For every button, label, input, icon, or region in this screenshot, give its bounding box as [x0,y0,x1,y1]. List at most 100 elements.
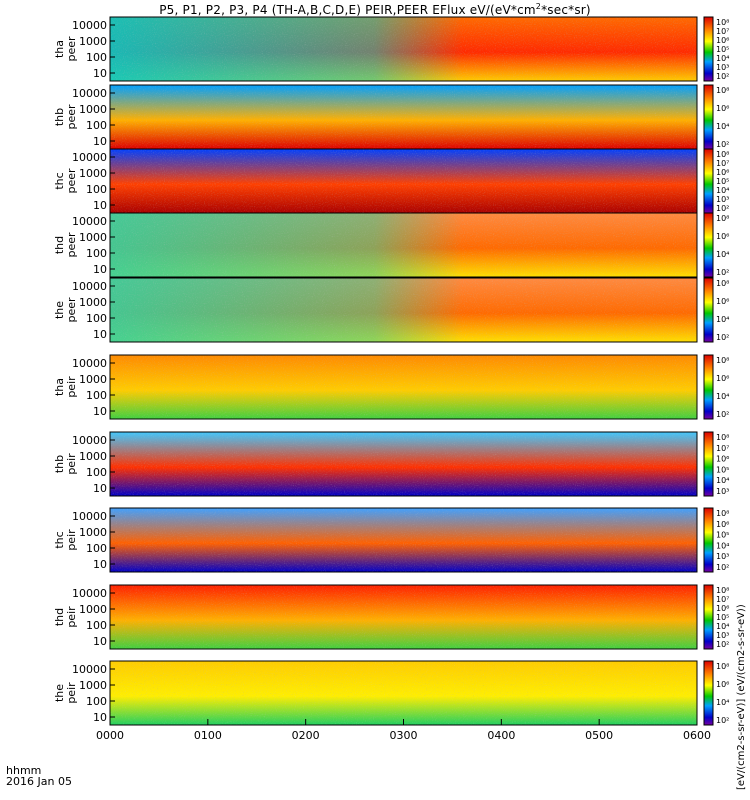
colorbar [703,507,714,573]
y-tick-label: 10 [93,635,107,648]
panel-label-top: thd [53,236,66,254]
panel-label-bottom: peer [65,168,78,194]
colorbar-tick-label: 10⁵ [716,531,729,540]
colorbar-tick-label: 10⁶ [716,520,729,529]
colorbar-tick-label: 10⁶ [716,104,729,113]
colorbar-tick-label: 10² [716,563,729,572]
panel-label-top: thc [53,531,66,548]
panel-label-bottom: peir [65,529,78,551]
x-axis: 0000 0100 0200 0300 0400 0500 0600 [96,719,711,742]
y-tick-label: 1000 [79,679,107,692]
panel-tha-peir: 10000 1000 100 10 tha peir 10⁸ 10⁶ 10⁴ 10² [53,354,729,420]
colorbar-tick-label: 10⁸ [716,150,729,159]
colorbar-tick-label: 10⁴ [716,250,729,259]
panel-label-top: thc [53,172,66,189]
spectrogram-noise [110,213,697,277]
panel-thd-peir: 10000 1000 100 10 thd peir 10⁸10⁷10⁶10⁵10⁴10³1… [53,584,729,650]
colorbar-tick-label: 10² [716,204,729,213]
y-tick-label: 100 [86,466,107,479]
y-tick-label: 10000 [72,19,107,32]
colorbar-tick-label: 10² [716,140,729,149]
panel-thb-peer: 10000 1000 100 10 thb peer 10⁸ 10⁶ 10⁴ 10² [53,84,729,150]
panel-frame [109,212,698,278]
panel-label-bottom: peir [65,606,78,628]
x-axis-label-hhmm: hhmm [6,764,41,777]
colorbar-tick-label: 10³ [716,631,729,640]
x-tick-label: 0200 [292,729,320,742]
colorbar-tick-label: 10⁴ [716,186,729,195]
colorbar-tick-label: 10⁴ [716,622,729,631]
spectrogram-noise [110,17,697,81]
colorbar-tick-label: 10⁷ [716,595,729,604]
colorbar [703,660,714,726]
x-tick-label: 0100 [194,729,222,742]
y-tick-label: 10000 [72,434,107,447]
panel-the-peir: 10000 1000 100 10 the peir 10⁸ 10⁶ 10⁴ 10² [53,660,729,726]
colorbar-tick-label: 10⁸ [716,18,729,27]
colorbar-tick-label: 10⁴ [716,392,729,401]
spectrogram-noise [110,149,697,213]
panel-the-peer: 10000 1000 100 10 the peer 10⁸ 10⁶ 10⁴ 10² [53,277,729,343]
y-tick-label: 100 [86,695,107,708]
spectrogram-noise [110,355,697,419]
y-tick-label: 100 [86,619,107,632]
panel-label-top: the [53,684,66,702]
y-tick-label: 100 [86,389,107,402]
y-tick-label: 100 [86,542,107,555]
colorbar-tick-label: 10⁸ [716,433,729,442]
colorbar [703,84,714,150]
panel-label-bottom: peir [65,682,78,704]
colorbar-tick-label: 10⁶ [716,680,729,689]
spectrogram-noise [110,661,697,725]
panel-label-top: thb [53,108,66,126]
y-tick-label: 10 [93,135,107,148]
panel-label-bottom: peer [65,232,78,258]
chart-title: P5, P1, P2, P3, P4 (TH-A,B,C,D,E) PEIR,P… [0,2,750,17]
colorbar-label: [eV/(cm2-s-sr-eV)] (eV/(cm2-s-sr-eV)) [736,604,747,790]
y-tick-label: 10 [93,67,107,80]
colorbar-tick-label: 10⁸ [716,586,729,595]
colorbar-tick-label: 10⁵ [716,613,729,622]
colorbar-tick-label: 10⁸ [716,86,729,95]
colorbar-tick-label: 10⁶ [716,374,729,383]
x-tick-label: 0600 [683,729,711,742]
colorbar [703,16,714,82]
colorbar-tick-label: 10⁶ [716,232,729,241]
panel-thc-peer: 10000 1000 100 10 thc peer 10⁸10⁷10⁶10⁵10⁴10³1… [53,148,729,214]
y-tick-label: 100 [86,51,107,64]
x-tick-label: 0300 [390,729,418,742]
colorbar-tick-label: 10³ [716,63,729,72]
x-tick-label: 0500 [585,729,613,742]
colorbar-tick-label: 10⁵ [716,45,729,54]
y-tick-label: 1000 [79,296,107,309]
colorbar-tick-label: 10² [716,72,729,81]
y-tick-label: 10000 [72,587,107,600]
y-tick-label: 10000 [72,357,107,370]
y-tick-label: 10 [93,558,107,571]
colorbar [703,212,714,278]
colorbar-tick-label: 10⁴ [716,54,729,63]
y-tick-label: 1000 [79,167,107,180]
colorbar-tick-label: 10² [716,268,729,277]
spectrogram-noise [110,432,697,496]
panel-label-top: thb [53,455,66,473]
y-tick-label: 10 [93,482,107,495]
colorbar-tick-label: 10⁶ [716,168,729,177]
panel-frame [109,16,698,82]
y-tick-label: 10 [93,711,107,724]
colorbar-tick-label: 10⁶ [716,36,729,45]
colorbar-tick-label: 10⁶ [716,297,729,306]
panel-label-top: tha [53,378,66,396]
colorbar-tick-label: 10⁵ [716,465,729,474]
colorbar-tick-label: 10⁶ [716,604,729,613]
colorbar-tick-label: 10⁴ [716,122,729,131]
colorbar-tick-label: 10⁸ [716,509,729,518]
y-tick-label: 10 [93,328,107,341]
spectrogram-noise [110,585,697,649]
spectrogram-noise [110,278,697,342]
colorbar-tick-label: 10⁴ [716,698,729,707]
